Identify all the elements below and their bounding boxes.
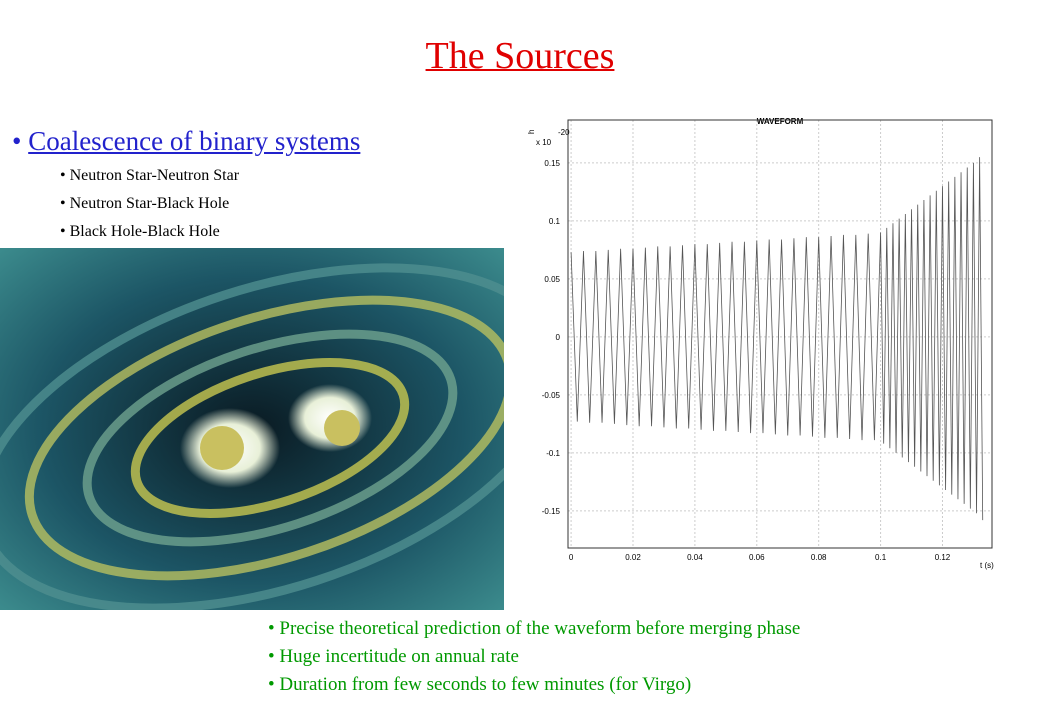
sub-bullet-text: Neutron Star-Black Hole [69, 195, 230, 212]
y-tick-label: -0.15 [542, 507, 561, 516]
chart-panel [520, 110, 1020, 580]
note-text: Huge incertitude on annual rate [279, 646, 519, 667]
x-axis-label: t (s) [980, 561, 994, 570]
x-tick-label: 0.08 [811, 553, 827, 562]
x-tick-label: 0.02 [625, 553, 641, 562]
note: • Duration from few seconds to few minut… [268, 674, 692, 695]
chart: WAVEFORM h x 10 -20 t (s) 0.15 0.1 0.05 0 -0… [520, 110, 1020, 580]
slide-title: The Sources [425, 35, 615, 77]
bullet: • Coalescence of binary systems [12, 126, 361, 156]
chart-title: WAVEFORM [757, 117, 804, 126]
y-tick-label: 0.15 [544, 159, 560, 168]
sub-bullet: • Neutron Star-Black Hole [60, 195, 230, 212]
sub-bullet: • Neutron Star-Neutron Star [60, 167, 240, 184]
y-axis-label: h [527, 130, 536, 134]
note-text: Precise theoretical prediction of the wa… [279, 618, 801, 639]
x-tick-label: 0.1 [875, 553, 887, 562]
y-scale-exponent: -20 [558, 128, 570, 137]
note: • Huge incertitude on annual rate [268, 646, 519, 667]
y-tick-label: -0.05 [542, 391, 561, 400]
waveform [570, 157, 984, 521]
artwork [0, 248, 504, 610]
x-tick-label: 0.04 [687, 553, 703, 562]
plot-frame [567, 119, 993, 549]
bullet-text: Coalescence of binary systems [28, 126, 361, 156]
x-tick-label: 0.06 [749, 553, 765, 562]
sub-bullet-text: Neutron Star-Neutron Star [69, 167, 240, 184]
y-tick-label: 0.1 [549, 217, 561, 226]
sub-bullet: • Black Hole-Black Hole [60, 223, 220, 240]
x-tick-label: 0 [569, 553, 574, 562]
note: • Precise theoretical prediction of the … [268, 618, 801, 639]
y-tick-label: 0 [556, 333, 561, 342]
note-text: Duration from few seconds to few minutes… [279, 674, 692, 695]
y-tick-label: 0.05 [544, 275, 560, 284]
y-tick-label: -0.1 [546, 449, 560, 458]
x-tick-label: 0.12 [935, 553, 951, 562]
sub-bullet-text: Black Hole-Black Hole [69, 223, 220, 240]
y-scale-label: x 10 [536, 138, 552, 147]
